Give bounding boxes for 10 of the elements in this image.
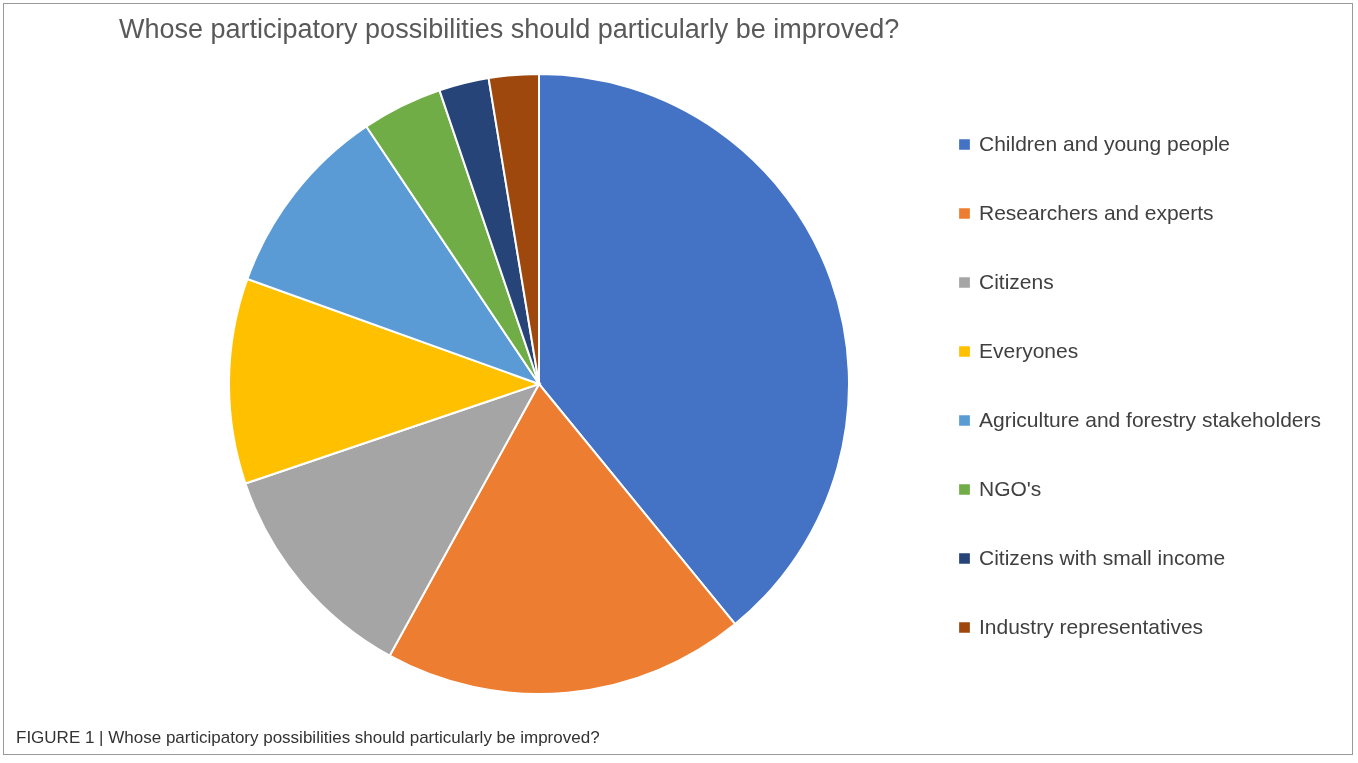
legend-label: Children and young people [979, 131, 1231, 155]
legend-label: Citizens [979, 269, 1054, 293]
legend-label: Everyones [979, 338, 1079, 362]
caption: FIGURE 1 | Whose participatory possibilities should particularly be improved? [16, 728, 600, 748]
chart-title: Whose participatory possibilities should particularly be improved? [119, 14, 900, 44]
legend-label: Agriculture and forestry stakeholders [979, 407, 1321, 431]
legend-label: Citizens with small income [979, 545, 1226, 569]
legend-label: Industry representatives [979, 614, 1204, 638]
legend-label: NGO's [979, 476, 1042, 500]
legend-label: Researchers and experts [979, 200, 1214, 224]
